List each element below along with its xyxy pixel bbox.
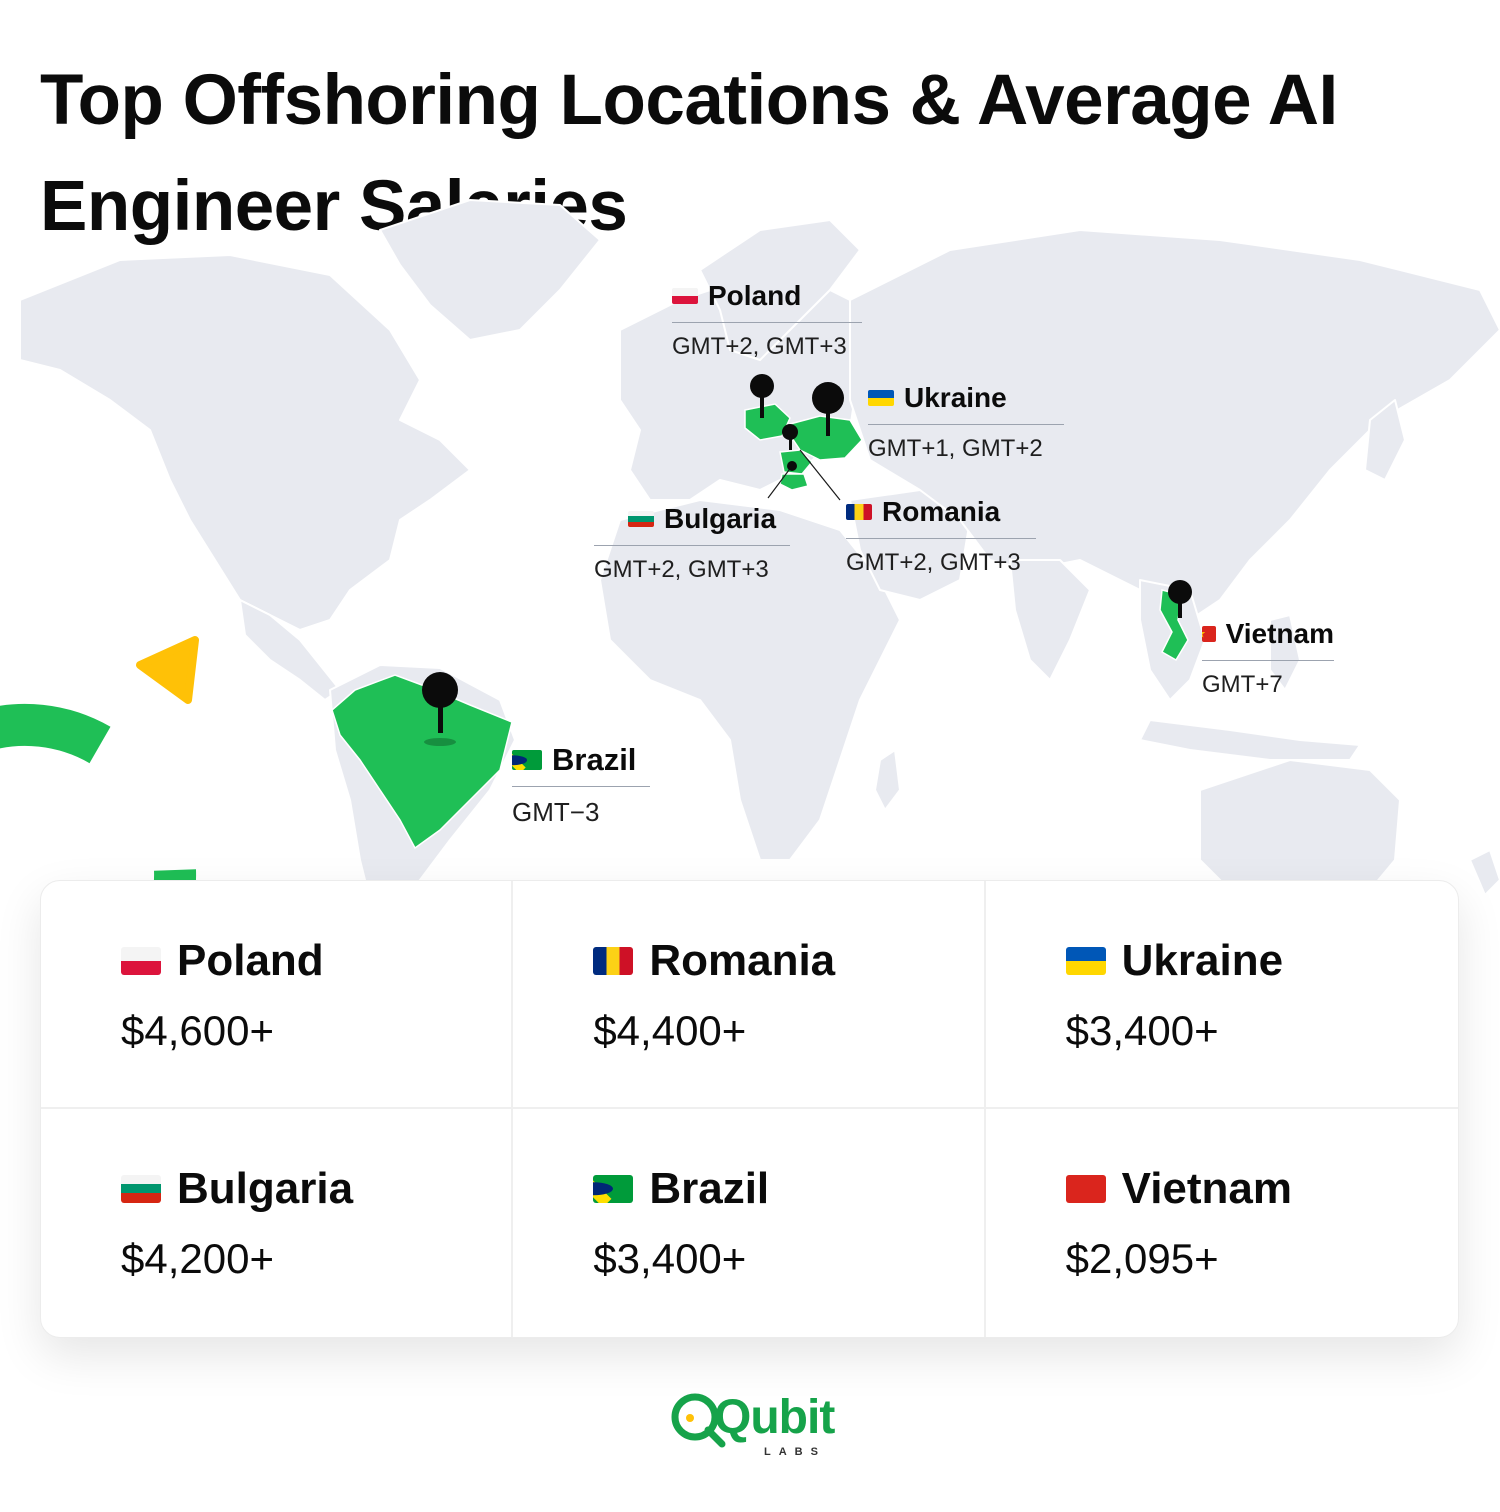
scandinavia-shape (699, 219, 861, 361)
flag-romania-icon (846, 504, 872, 520)
salary-cell-ukraine: Ukraine $3,400+ (985, 881, 1458, 1109)
country-name: Brazil (649, 1164, 770, 1213)
bulgaria-leader-line (767, 465, 793, 499)
africa-shape (599, 499, 901, 861)
map-label-country: Vietnam (1225, 618, 1334, 649)
map-label-country: Brazil (552, 742, 637, 777)
country-name: Romania (649, 936, 836, 985)
divider (512, 786, 650, 787)
yellow-triangle-decoration (136, 636, 199, 704)
pin-bulgaria (787, 461, 797, 471)
logo-q-icon (671, 1393, 726, 1448)
divider (672, 322, 862, 323)
asia-shape (849, 229, 1500, 621)
flag-bulgaria-icon (628, 511, 654, 527)
salary-value: $4,600+ (121, 1007, 274, 1054)
salary-value: $4,400+ (593, 1007, 747, 1054)
map-label-timezone: GMT+2, GMT+3 (594, 556, 769, 583)
india-shape (1009, 559, 1091, 681)
flag-brazil-icon (512, 750, 542, 770)
map-label-country: Bulgaria (664, 503, 777, 534)
divider (846, 538, 1036, 539)
north-america-shape (19, 254, 471, 631)
map-label-poland: Poland GMT+2, GMT+3 (672, 276, 862, 361)
country-name: Poland (177, 936, 324, 985)
new-zealand-shape (1469, 849, 1500, 896)
japan-shape (1364, 399, 1406, 481)
map-label-romania: Romania GMT+2, GMT+3 (846, 492, 1036, 577)
pin-romania (782, 424, 798, 450)
flag-poland-icon (121, 947, 161, 975)
map-label-brazil: Brazil GMT−3 (512, 740, 650, 828)
divider (1202, 660, 1334, 661)
salary-cell-poland: Poland $4,600+ (41, 881, 514, 1109)
salary-cell-romania: Romania $4,400+ (513, 881, 986, 1109)
romania-leader-line (799, 449, 841, 501)
flag-poland-icon (672, 288, 698, 304)
philippines-shape (1269, 614, 1301, 691)
salary-value: $4,200+ (121, 1235, 274, 1282)
country-name: Ukraine (1121, 936, 1284, 985)
indonesia-shape (1139, 719, 1361, 761)
green-arc-decoration (0, 703, 197, 900)
pin-vietnam (1168, 580, 1192, 618)
salary-card: Poland $4,600+ Romania $4,400+ Ukraine $… (40, 880, 1459, 1338)
flag-ukraine-icon (1065, 947, 1106, 975)
flag-vietnam-icon: ★ (1202, 626, 1216, 642)
qubit-labs-logo: Qubit LABS (668, 1388, 838, 1468)
flag-vietnam-icon: ★ (1065, 1175, 1106, 1203)
logo-subtitle: LABS (764, 1446, 826, 1458)
salary-cell-brazil: Brazil $3,400+ (513, 1109, 986, 1337)
greenland-shape (379, 199, 601, 341)
pin-poland (750, 374, 774, 418)
poland-highlight (744, 403, 791, 441)
flag-romania-icon (593, 947, 634, 975)
pin-brazil (422, 672, 458, 746)
world-map (0, 199, 1500, 900)
map-label-bulgaria: Bulgaria GMT+2, GMT+3 (594, 499, 790, 584)
map-label-timezone: GMT−3 (512, 797, 600, 827)
map-label-vietnam: ★ Vietnam GMT+7 (1202, 614, 1334, 699)
map-label-timezone: GMT+1, GMT+2 (868, 435, 1043, 462)
map-label-timezone: GMT+2, GMT+3 (846, 549, 1021, 576)
map-label-country: Ukraine (904, 382, 1007, 413)
salary-value: $2,095+ (1065, 1235, 1219, 1282)
salary-value: $3,400+ (593, 1235, 747, 1282)
map-label-country: Poland (708, 280, 802, 311)
country-name: Vietnam (1121, 1164, 1293, 1213)
pin-ukraine (812, 382, 844, 436)
flag-bulgaria-icon (121, 1175, 161, 1203)
flag-ukraine-icon (868, 390, 894, 406)
salary-cell-vietnam: ★ Vietnam $2,095+ (986, 1109, 1458, 1337)
map-label-ukraine: Ukraine GMT+1, GMT+2 (868, 378, 1064, 463)
flag-brazil-icon (593, 1175, 634, 1203)
map-label-country: Romania (882, 496, 1001, 527)
salary-cell-bulgaria: Bulgaria $4,200+ (41, 1109, 514, 1337)
logo-wordmark: Qubit (714, 1391, 835, 1444)
salary-value: $3,400+ (1065, 1007, 1219, 1054)
divider (594, 545, 790, 546)
divider (868, 424, 1064, 425)
map-label-timezone: GMT+7 (1202, 671, 1283, 698)
australia-shape (1199, 759, 1401, 891)
country-name: Bulgaria (177, 1164, 354, 1213)
map-label-timezone: GMT+2, GMT+3 (672, 333, 847, 360)
madagascar-shape (874, 749, 901, 811)
